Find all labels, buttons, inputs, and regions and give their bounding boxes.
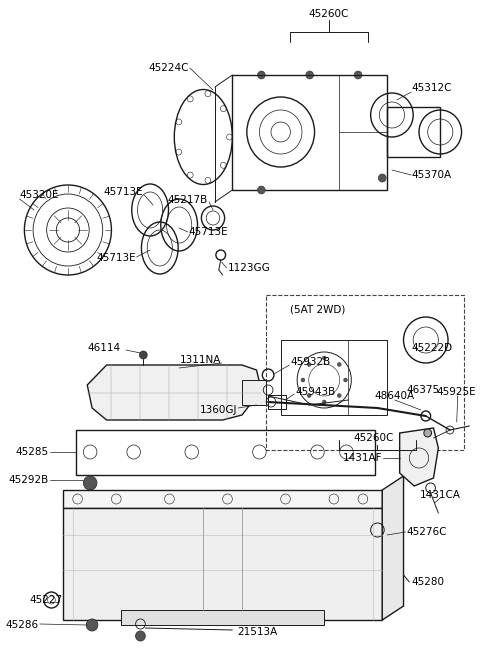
Circle shape (337, 363, 341, 367)
Bar (281, 340, 387, 415)
Circle shape (301, 378, 305, 382)
Bar (76, 430, 375, 475)
Polygon shape (400, 428, 438, 486)
Circle shape (307, 394, 311, 398)
Circle shape (354, 71, 362, 79)
Polygon shape (87, 365, 261, 420)
Text: 45285: 45285 (15, 447, 48, 457)
Text: 45292B: 45292B (8, 475, 48, 485)
Text: 45222D: 45222D (412, 343, 453, 353)
Circle shape (424, 429, 432, 437)
Text: 45943B: 45943B (295, 387, 336, 397)
Text: (5AT 2WD): (5AT 2WD) (290, 305, 346, 315)
Text: 1431AF: 1431AF (343, 453, 382, 463)
Circle shape (84, 476, 97, 490)
Text: 45713E: 45713E (104, 187, 144, 197)
Text: 45320E: 45320E (20, 190, 59, 200)
Text: 45925E: 45925E (437, 387, 477, 397)
Text: 21513A: 21513A (237, 627, 277, 637)
Bar (266, 295, 465, 450)
Bar (63, 490, 382, 508)
Text: 45312C: 45312C (411, 83, 452, 93)
Bar (121, 610, 324, 625)
Bar (268, 395, 286, 409)
Circle shape (136, 631, 145, 641)
Bar (242, 380, 266, 405)
Circle shape (322, 356, 326, 360)
Text: 1360GJ: 1360GJ (200, 405, 237, 415)
Bar (63, 508, 382, 620)
Bar (387, 107, 440, 157)
Circle shape (306, 71, 313, 79)
Text: 45227: 45227 (29, 595, 62, 605)
Text: 45286: 45286 (6, 620, 39, 630)
Circle shape (337, 394, 341, 398)
Text: 45224C: 45224C (148, 63, 189, 73)
Text: 45276C: 45276C (407, 527, 447, 537)
Polygon shape (382, 476, 404, 620)
Text: 46375: 46375 (407, 385, 440, 395)
Circle shape (140, 351, 147, 359)
Text: 1431CA: 1431CA (420, 490, 461, 500)
Text: 46114: 46114 (87, 343, 120, 353)
Text: 45260C: 45260C (309, 9, 349, 19)
Circle shape (378, 174, 386, 182)
Text: 45370A: 45370A (411, 170, 451, 180)
Circle shape (344, 378, 348, 382)
Text: 45932B: 45932B (290, 357, 331, 367)
Text: 45260C: 45260C (353, 433, 394, 443)
Circle shape (307, 363, 311, 367)
Text: 1123GG: 1123GG (228, 263, 270, 273)
Circle shape (257, 71, 265, 79)
Text: 1311NA: 1311NA (180, 355, 221, 365)
Circle shape (322, 400, 326, 404)
Bar (232, 75, 387, 190)
Text: 45713E: 45713E (96, 253, 136, 263)
Circle shape (257, 186, 265, 194)
Text: 45280: 45280 (411, 577, 444, 587)
Text: 48640A: 48640A (375, 391, 415, 401)
Text: 45217B: 45217B (168, 195, 208, 205)
Text: 45713E: 45713E (189, 227, 228, 237)
Circle shape (86, 619, 98, 631)
